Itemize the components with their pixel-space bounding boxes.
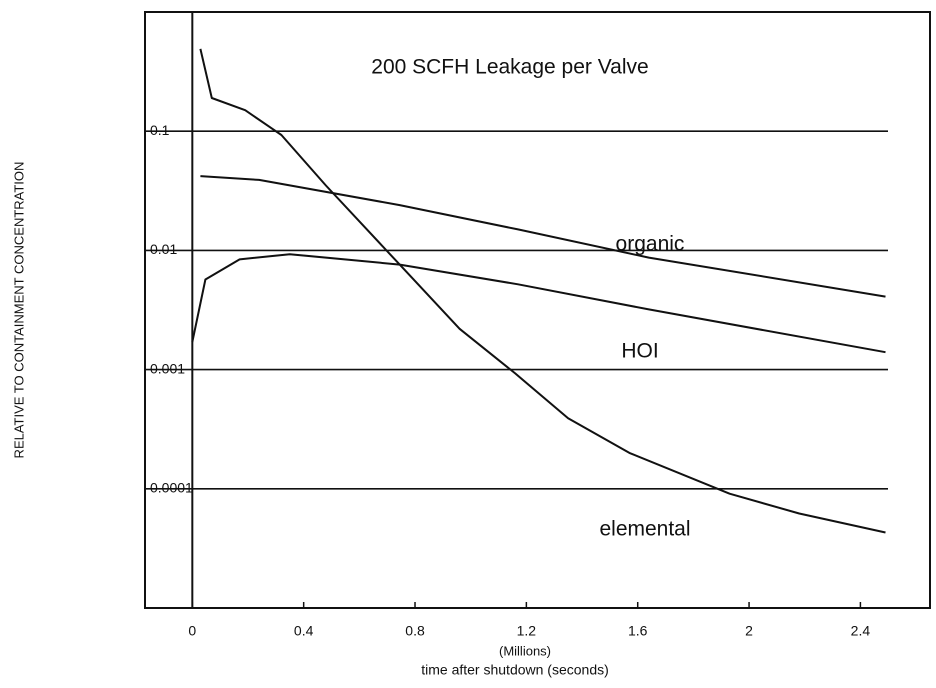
- series-label: elemental: [599, 518, 690, 541]
- x-tick-label: 0.4: [294, 623, 314, 639]
- x-tick-label: 1.2: [517, 623, 537, 639]
- series-label: organic: [616, 233, 685, 256]
- x-tick-label: 0: [188, 623, 196, 639]
- y-tick-label: 0.001: [150, 360, 185, 376]
- y-tick-label: 0.0001: [150, 480, 193, 496]
- x-axis-unit: (Millions): [499, 643, 551, 658]
- x-tick-label: 0.8: [405, 623, 425, 639]
- series-line: [199, 48, 886, 534]
- series-line: [191, 253, 886, 354]
- chart-title: 200 SCFH Leakage per Valve: [371, 56, 648, 79]
- x-tick-label: 1.6: [628, 623, 648, 639]
- series-label: HOI: [621, 340, 658, 363]
- plot-frame: [144, 11, 931, 609]
- x-tick-label: 2: [745, 623, 753, 639]
- x-axis-label: time after shutdown (seconds): [421, 662, 609, 678]
- x-tick-label: 2.4: [851, 623, 871, 639]
- y-tick-label: 0.1: [150, 122, 170, 138]
- y-tick-label: 0.01: [150, 241, 177, 257]
- series-line: [200, 175, 886, 298]
- y-axis-label: RELATIVE TO CONTAINMENT CONCENTRATION: [11, 162, 26, 459]
